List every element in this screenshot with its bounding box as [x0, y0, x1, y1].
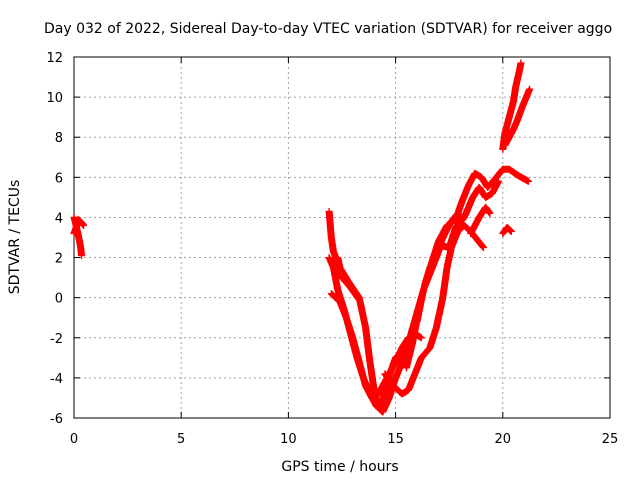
sdtvar-plus-markers: [70, 59, 534, 416]
x-axis-label: GPS time / hours: [281, 459, 398, 475]
y-tick-label: 6: [55, 171, 63, 186]
y-tick-label: -2: [50, 332, 63, 347]
x-tick-label: 5: [177, 432, 185, 447]
y-tick-label: 0: [55, 292, 63, 307]
y-tick-label: -6: [50, 412, 63, 427]
y-tick-label: 4: [55, 211, 63, 226]
y-tick-label: 12: [46, 51, 63, 66]
x-tick-label: 10: [280, 432, 297, 447]
plot-frame: [73, 56, 611, 419]
y-tick-label: -4: [50, 372, 63, 387]
chart-title: Day 032 of 2022, Sidereal Day-to-day VTE…: [44, 21, 612, 37]
y-tick-label: 10: [46, 91, 63, 106]
x-tick-label: 20: [495, 432, 512, 447]
y-tick-label: 8: [55, 131, 63, 146]
x-tick-label: 25: [602, 432, 619, 447]
x-tick-label: 15: [387, 432, 404, 447]
y-tick-label: 2: [55, 252, 63, 267]
y-axis-label: SDTVAR / TECUs: [7, 180, 23, 295]
x-tick-label: 0: [70, 432, 78, 447]
grid-lines: [74, 57, 610, 418]
data-points: [70, 59, 534, 416]
